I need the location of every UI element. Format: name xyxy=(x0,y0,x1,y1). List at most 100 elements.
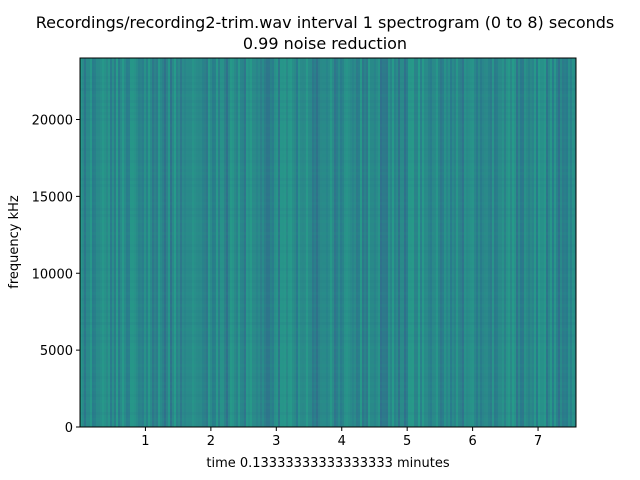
spectrogram-band xyxy=(80,184,576,187)
spectrogram-band xyxy=(80,100,576,103)
spectrogram-band xyxy=(80,388,576,391)
spectrogram-column xyxy=(178,58,180,427)
spectrogram-column xyxy=(322,58,324,427)
spectrogram-column xyxy=(332,58,334,427)
spectrogram-band xyxy=(80,376,576,379)
spectrogram-column xyxy=(208,58,210,427)
spectrogram-column xyxy=(154,58,156,427)
spectrogram-column xyxy=(448,58,450,427)
spectrogram-column xyxy=(548,58,550,427)
spectrogram-column xyxy=(248,58,250,427)
spectrogram-column xyxy=(398,58,400,427)
spectrogram-band xyxy=(80,196,576,199)
y-axis-label: frequency kHz xyxy=(7,195,22,289)
spectrogram-column xyxy=(532,58,534,427)
spectrogram-column xyxy=(122,58,124,427)
spectrogram-band xyxy=(80,286,576,289)
spectrogram-column xyxy=(236,58,238,427)
spectrogram-column xyxy=(262,58,264,427)
spectrogram-column xyxy=(370,58,372,427)
spectrogram-column xyxy=(472,58,474,427)
spectrogram-column xyxy=(574,58,576,427)
spectrogram-column xyxy=(220,58,222,427)
spectrogram-band xyxy=(80,64,576,67)
spectrogram-band xyxy=(80,202,576,205)
spectrogram-column xyxy=(572,58,574,427)
spectrogram-column xyxy=(368,58,370,427)
spectrogram-column xyxy=(498,58,500,427)
spectrogram-column xyxy=(88,58,90,427)
spectrogram-column xyxy=(200,58,202,427)
spectrogram-column xyxy=(226,58,228,427)
spectrogram-band xyxy=(80,418,576,421)
spectrogram-column xyxy=(114,58,116,427)
spectrogram-column xyxy=(80,58,82,427)
spectrogram-column xyxy=(164,58,166,427)
spectrogram-column xyxy=(554,58,556,427)
spectrogram-column xyxy=(510,58,512,427)
spectrogram-column xyxy=(266,58,268,427)
spectrogram-column xyxy=(526,58,528,427)
spectrogram-column xyxy=(534,58,536,427)
spectrogram-column xyxy=(520,58,522,427)
spectrogram-column xyxy=(94,58,96,427)
spectrogram-column xyxy=(238,58,240,427)
spectrogram-background xyxy=(80,58,576,427)
spectrogram-column xyxy=(358,58,360,427)
spectrogram-column xyxy=(540,58,542,427)
spectrogram-column xyxy=(556,58,558,427)
spectrogram-column xyxy=(110,58,112,427)
spectrogram-column xyxy=(316,58,318,427)
spectrogram-column xyxy=(530,58,532,427)
spectrogram-band xyxy=(80,220,576,223)
spectrogram-column xyxy=(336,58,338,427)
spectrogram-column xyxy=(512,58,514,427)
spectrogram-column xyxy=(318,58,320,427)
spectrogram-band xyxy=(80,310,576,313)
spectrogram-column xyxy=(246,58,248,427)
spectrogram-band xyxy=(80,190,576,193)
spectrogram-column xyxy=(456,58,458,427)
x-tick-label: 7 xyxy=(534,434,542,449)
spectrogram-column xyxy=(446,58,448,427)
spectrogram-band xyxy=(80,88,576,91)
spectrogram-column xyxy=(382,58,384,427)
spectrogram-column xyxy=(270,58,272,427)
spectrogram-band xyxy=(80,328,576,331)
spectrogram-column xyxy=(186,58,188,427)
spectrogram-column xyxy=(234,58,236,427)
spectrogram-column xyxy=(438,58,440,427)
spectrogram-band xyxy=(80,400,576,403)
spectrogram-column xyxy=(256,58,258,427)
spectrogram-band xyxy=(80,82,576,85)
spectrogram-column xyxy=(338,58,340,427)
spectrogram-column xyxy=(564,58,566,427)
spectrogram-column xyxy=(514,58,516,427)
spectrogram-column xyxy=(404,58,406,427)
spectrogram-column xyxy=(132,58,134,427)
spectrogram-column xyxy=(206,58,208,427)
spectrogram-band xyxy=(80,124,576,127)
spectrogram-column xyxy=(176,58,178,427)
spectrogram-column xyxy=(126,58,128,427)
spectrogram-column xyxy=(170,58,172,427)
spectrogram-band xyxy=(80,280,576,283)
spectrogram-band xyxy=(80,298,576,301)
y-tick-label: 10000 xyxy=(32,267,73,282)
spectrogram-column xyxy=(162,58,164,427)
spectrogram-band xyxy=(80,208,576,211)
spectrogram-band xyxy=(80,136,576,139)
spectrogram-column xyxy=(502,58,504,427)
spectrogram-column xyxy=(320,58,322,427)
spectrogram-column xyxy=(490,58,492,427)
spectrogram-column xyxy=(346,58,348,427)
spectrogram-column xyxy=(392,58,394,427)
spectrogram-column xyxy=(396,58,398,427)
spectrogram-column xyxy=(202,58,204,427)
x-tick-label: 1 xyxy=(141,434,149,449)
spectrogram-band xyxy=(80,424,576,427)
spectrogram-column xyxy=(298,58,300,427)
spectrogram-band xyxy=(80,130,576,133)
spectrogram-band xyxy=(80,94,576,97)
spectrogram-column xyxy=(364,58,366,427)
